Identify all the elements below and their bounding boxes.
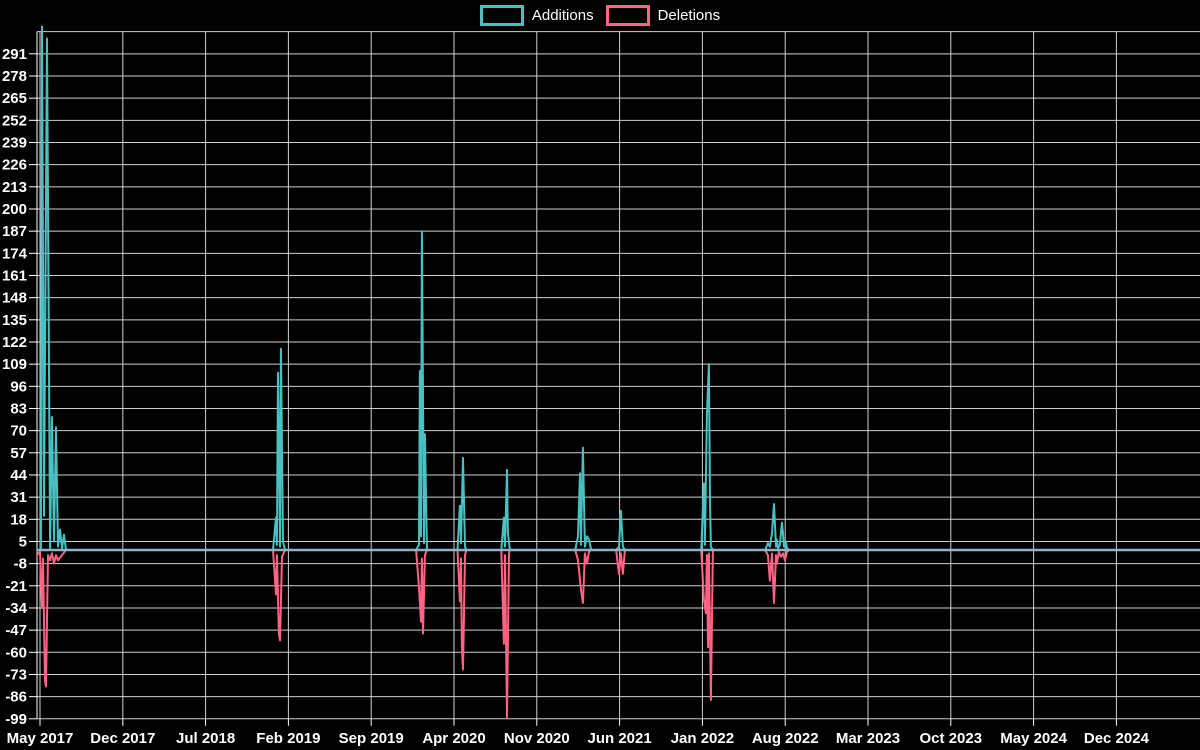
x-tick-label: Nov 2020 [504, 730, 570, 747]
deletions-swatch-icon [605, 5, 650, 26]
x-tick-label: Jan 2022 [671, 730, 734, 747]
y-tick-label: 161 [2, 267, 27, 284]
y-tick-label: 83 [10, 400, 27, 417]
y-tick-label: -21 [5, 578, 27, 595]
y-tick-label: -60 [5, 644, 27, 661]
x-tick-label: Aug 2022 [752, 730, 819, 747]
y-tick-label: 96 [10, 378, 27, 395]
y-tick-label: 174 [2, 245, 28, 262]
y-tick-label: 291 [2, 46, 27, 63]
x-tick-label: Jul 2018 [176, 730, 235, 747]
y-tick-label: 44 [10, 467, 27, 484]
y-tick-label: 278 [2, 68, 27, 85]
additions-swatch-icon [479, 5, 524, 26]
x-tick-label: Apr 2020 [422, 730, 485, 747]
y-tick-label: 265 [2, 90, 27, 107]
x-tick-label: Dec 2017 [90, 730, 155, 747]
chart-legend: Additions Deletions [0, 5, 1200, 26]
y-tick-label: 70 [10, 423, 27, 440]
y-tick-label: 252 [2, 112, 27, 129]
x-tick-label: May 2024 [1000, 730, 1067, 747]
additions-line [36, 25, 790, 551]
y-tick-label: 239 [2, 134, 27, 151]
y-tick-label: -86 [5, 689, 27, 706]
y-tick-label: 148 [2, 290, 27, 307]
y-tick-label: 57 [10, 445, 27, 462]
x-tick-label: Jun 2021 [587, 730, 651, 747]
y-tick-label: 31 [10, 489, 27, 506]
y-tick-label: -99 [5, 711, 27, 728]
x-tick-label: Feb 2019 [256, 730, 320, 747]
y-tick-label: 187 [2, 223, 27, 240]
x-tick-label: Mar 2023 [836, 730, 900, 747]
legend-label-deletions: Deletions [657, 6, 721, 24]
y-tick-label: -73 [5, 666, 27, 683]
x-tick-label: Dec 2024 [1084, 730, 1150, 747]
y-tick-label: 18 [10, 511, 27, 528]
legend-item-additions[interactable]: Additions [479, 5, 594, 26]
y-tick-label: -47 [5, 622, 27, 639]
y-tick-label: 226 [2, 157, 27, 174]
legend-label-additions: Additions [531, 6, 594, 24]
y-tick-label: 122 [2, 334, 27, 351]
y-tick-label: -34 [5, 600, 27, 617]
x-tick-label: May 2017 [7, 730, 74, 747]
y-tick-label: -8 [14, 556, 27, 573]
y-tick-label: 5 [19, 533, 27, 550]
y-tick-label: 200 [2, 201, 27, 218]
y-tick-label: 109 [2, 356, 27, 373]
x-tick-label: Oct 2023 [920, 730, 983, 747]
deletions-line [36, 549, 790, 719]
y-tick-label: 213 [2, 179, 27, 196]
x-tick-label: Sep 2019 [339, 730, 404, 747]
legend-item-deletions[interactable]: Deletions [605, 5, 721, 26]
y-tick-label: 135 [2, 312, 27, 329]
